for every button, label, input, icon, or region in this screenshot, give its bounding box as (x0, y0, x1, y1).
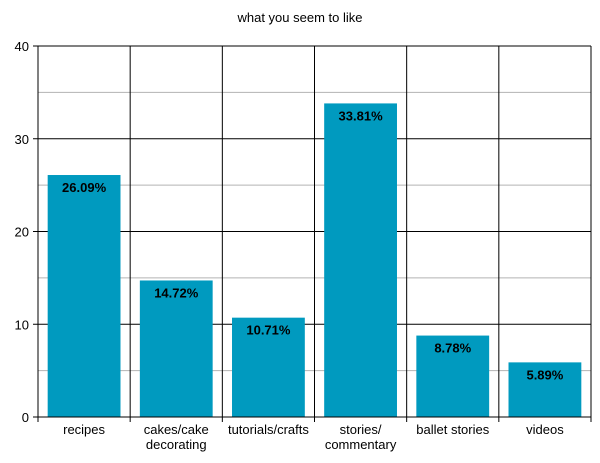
data-label: 14.72% (154, 285, 199, 300)
category-label: tutorials/crafts (228, 422, 309, 437)
bars (47, 103, 582, 418)
data-label: 26.09% (62, 180, 107, 195)
y-tick-label: 30 (15, 132, 29, 147)
y-tick-label: 10 (15, 317, 29, 332)
axes (33, 45, 592, 422)
data-label: 10.71% (246, 323, 291, 338)
y-tick-label: 40 (15, 39, 29, 54)
data-label: 8.78% (434, 341, 471, 356)
category-label: videos (526, 422, 564, 437)
y-tick-label: 20 (15, 225, 29, 240)
grid-lines (37, 45, 592, 418)
bar (416, 335, 490, 417)
category-label: ballet stories (416, 422, 489, 437)
bar (47, 175, 121, 417)
data-label: 33.81% (339, 108, 384, 123)
labels: 26.09% 14.72% 10.71% 33.81% 8.78% 5.89% 0 10 20 3… (15, 39, 565, 452)
chart-title: what you seem to like (236, 10, 362, 25)
bar (508, 362, 582, 417)
category-label: cakes/cake decorating (144, 422, 209, 452)
category-label: recipes (63, 422, 105, 437)
bar (324, 103, 397, 418)
bar (139, 280, 213, 417)
category-label: stories/commentary (325, 422, 397, 452)
y-tick-label: 0 (22, 410, 29, 425)
data-label: 5.89% (526, 367, 563, 382)
bar (232, 317, 305, 417)
